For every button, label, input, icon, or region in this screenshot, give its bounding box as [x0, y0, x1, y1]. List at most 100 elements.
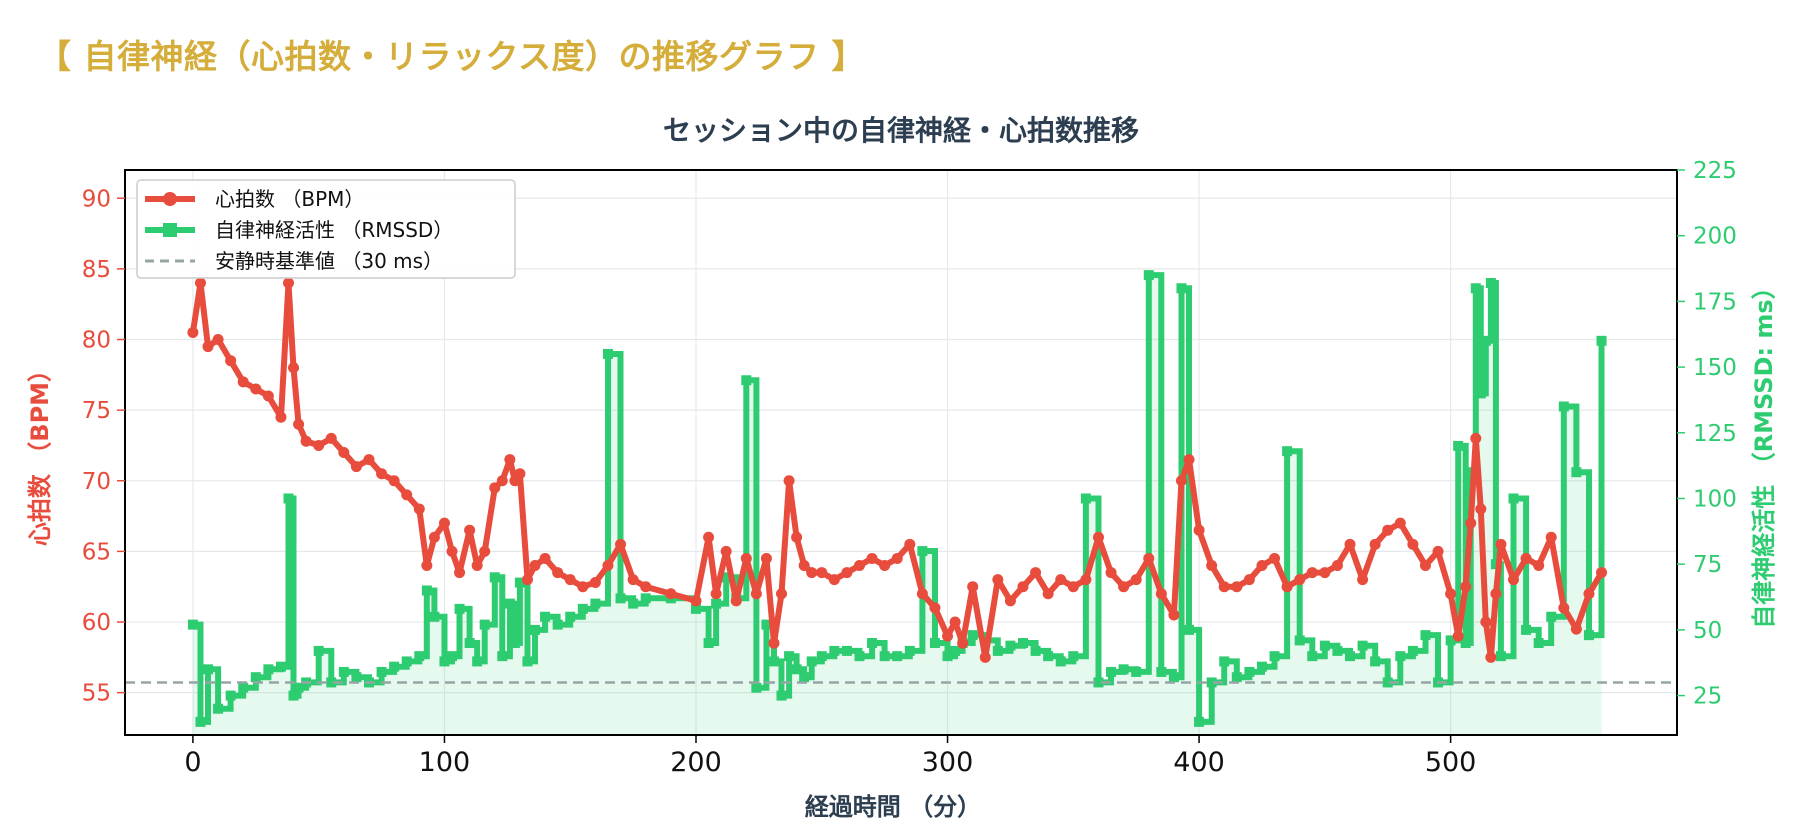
- rmssd-point: [414, 651, 425, 662]
- hr-point: [776, 588, 788, 600]
- rmssd-point: [929, 638, 940, 649]
- hr-point: [552, 567, 564, 579]
- hr-point: [388, 475, 400, 487]
- hr-point: [225, 355, 237, 367]
- rmssd-point: [1571, 467, 1582, 478]
- rmssd-point: [293, 682, 304, 693]
- hr-point: [1319, 567, 1331, 579]
- rmssd-point: [854, 651, 865, 662]
- rmssd-point: [1508, 493, 1519, 504]
- rmssd-point: [1184, 624, 1195, 635]
- hr-point: [841, 567, 853, 579]
- rmssd-point: [577, 603, 588, 614]
- rmssd-point: [1521, 624, 1532, 635]
- legend: 心拍数 （BPM） 自律神経活性 （RMSSD） 安静時基準値 （30 ms）: [136, 179, 516, 279]
- y-right-tick-label: 100: [1693, 486, 1737, 512]
- rmssd-point: [1596, 335, 1607, 346]
- rmssd-point: [1344, 651, 1355, 662]
- hr-point: [1470, 432, 1482, 444]
- hr-point: [1067, 581, 1079, 593]
- hr-point: [521, 574, 533, 586]
- page-heading: 【 自律神経（心拍数・リラックス度）の推移グラフ 】: [38, 37, 865, 76]
- rmssd-point: [464, 638, 475, 649]
- rmssd-point: [275, 661, 286, 672]
- hr-point: [703, 531, 715, 543]
- rmssd-point: [540, 611, 551, 622]
- rmssd-point: [454, 603, 465, 614]
- hr-point: [1042, 588, 1054, 600]
- grid: [125, 170, 1677, 735]
- hr-point: [1243, 574, 1255, 586]
- hr-point: [1294, 574, 1306, 586]
- hr-point: [1357, 574, 1369, 586]
- hr-point: [806, 567, 818, 579]
- rmssd-point: [768, 656, 779, 667]
- rmssd-area-fill: [192, 275, 1602, 735]
- hr-point: [783, 475, 795, 487]
- hr-point: [376, 468, 388, 480]
- y-left-tick-label: 85: [82, 257, 111, 283]
- y-right-tick-label: 225: [1693, 158, 1737, 184]
- hr-point: [967, 581, 979, 593]
- hr-point: [564, 574, 576, 586]
- rmssd-point: [741, 375, 752, 386]
- rmssd-point: [950, 645, 961, 656]
- hr-point: [401, 489, 413, 501]
- hr-point: [853, 560, 865, 571]
- rmssd-point: [1357, 640, 1368, 651]
- legend-marker-rmssd: [163, 223, 177, 237]
- hr-point: [350, 461, 362, 473]
- rmssd-point: [1453, 440, 1464, 451]
- y-left-tick-label: 60: [82, 610, 111, 636]
- hr-point: [1130, 574, 1142, 586]
- hr-point: [413, 503, 425, 515]
- rmssd-point: [879, 651, 890, 662]
- legend-item-rmssd: 自律神経活性 （RMSSD）: [145, 218, 453, 242]
- legend-label-hr: 心拍数 （BPM）: [215, 187, 364, 211]
- hr-point: [1475, 503, 1487, 515]
- hr-point: [539, 552, 551, 564]
- rmssd-point: [238, 682, 249, 693]
- rmssd-point: [250, 672, 261, 683]
- hr-point: [929, 602, 941, 614]
- rmssd-point: [1244, 666, 1255, 677]
- hr-point: [979, 651, 991, 663]
- rmssd-point: [1475, 388, 1486, 399]
- rmssd-point: [1465, 467, 1476, 478]
- hr-point: [1490, 588, 1502, 600]
- rmssd-point: [1043, 651, 1054, 662]
- hr-point: [904, 538, 916, 550]
- hr-point: [798, 560, 810, 571]
- rmssd-point: [799, 672, 810, 683]
- rmssd-point: [504, 598, 515, 609]
- rmssd-point: [806, 656, 817, 667]
- rmssd-point: [439, 656, 450, 667]
- hr-point: [1583, 588, 1595, 600]
- y-right-tick-label: 175: [1693, 289, 1737, 315]
- hr-point: [866, 552, 878, 564]
- rmssd-point: [514, 577, 525, 588]
- plot-frame: [124, 169, 1678, 736]
- y-axis-label-left: 心拍数 （BPM）: [26, 358, 54, 546]
- hr-point: [288, 362, 300, 374]
- legend-label-baseline: 安静時基準値 （30 ms）: [215, 249, 443, 273]
- hr-point: [1460, 581, 1472, 593]
- y-axis-label-right: 自律神経活性 （RMSSD: ms）: [1750, 275, 1778, 628]
- x-tick-label: 300: [922, 747, 974, 778]
- rmssd-point: [721, 572, 732, 583]
- hr-point: [1080, 574, 1092, 586]
- hr-point: [791, 531, 803, 543]
- rmssd-point: [967, 630, 978, 641]
- hr-point: [577, 581, 589, 593]
- rmssd-point: [690, 603, 701, 614]
- hr-point: [504, 454, 516, 466]
- hr-point: [1269, 552, 1281, 564]
- rmssd-point: [1470, 283, 1481, 294]
- rmssd-area: [192, 275, 1602, 735]
- hr-point: [730, 595, 742, 607]
- legend-item-hr: 心拍数 （BPM）: [145, 187, 364, 211]
- rmssd-point: [213, 703, 224, 714]
- rmssd-point: [917, 546, 928, 557]
- hr-point: [1344, 538, 1356, 550]
- rmssd-point: [552, 619, 563, 630]
